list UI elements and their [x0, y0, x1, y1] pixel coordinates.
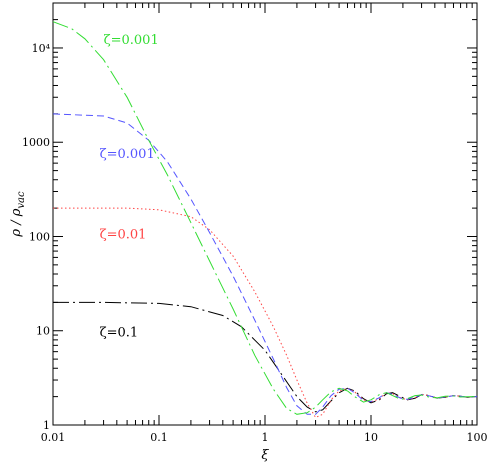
series-line-3	[52, 113, 478, 415]
x-tick-label: 0.1	[150, 431, 168, 444]
y-axis-label-main: ρ / ρ	[9, 208, 24, 237]
curve-label-1: ζ=0.001	[104, 33, 159, 48]
y-tick-labels: 1 10 100 1000 10⁴	[22, 42, 51, 432]
y-axis-label: ρ / ρvac	[9, 191, 27, 238]
plot-frame	[52, 2, 478, 426]
y-tick-label: 10⁴	[32, 42, 51, 55]
curve-label-2: ζ=0.001	[100, 147, 155, 162]
x-tick-label: 10	[364, 431, 378, 444]
series-lines	[52, 21, 478, 419]
curve-label-4: ζ=0.1	[100, 325, 139, 340]
x-tick-label: 100	[467, 431, 488, 444]
x-tick-label: 0.01	[41, 431, 66, 444]
y-tick-label: 100	[29, 230, 50, 243]
axis-ticks	[52, 2, 477, 426]
y-axis-label-sub: vac	[16, 191, 27, 209]
series-line-4	[52, 21, 478, 415]
curve-label-3: ζ=0.01	[100, 228, 147, 243]
x-tick-labels: 0.01 0.1 1 10 100	[41, 431, 488, 444]
x-axis-label: ξ	[261, 448, 269, 463]
curve-labels: ζ=0.001 ζ=0.001 ζ=0.01 ζ=0.1	[100, 33, 159, 340]
y-tick-label: 10	[36, 325, 50, 338]
x-tick-label: 1	[262, 431, 269, 444]
series-line-1	[53, 301, 478, 413]
y-tick-label: 1	[43, 419, 50, 432]
y-tick-label: 1000	[22, 136, 50, 149]
